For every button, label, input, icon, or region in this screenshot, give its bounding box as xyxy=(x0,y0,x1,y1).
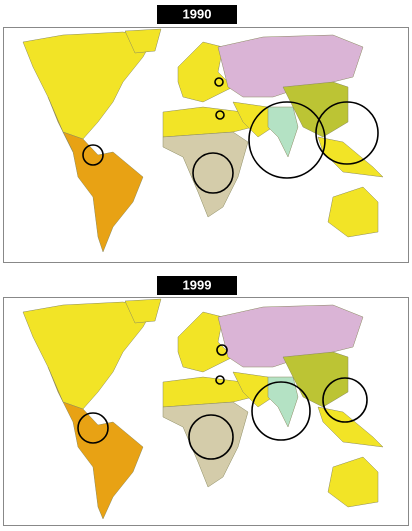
map xyxy=(22,28,384,253)
label-box xyxy=(157,276,237,295)
circle xyxy=(251,381,311,441)
panel-1999: 1999 xyxy=(3,276,409,526)
circle xyxy=(216,344,228,356)
circle xyxy=(322,377,368,423)
circle xyxy=(248,101,326,179)
circle xyxy=(82,144,104,166)
label-box xyxy=(157,5,237,24)
panel-label: 1999 xyxy=(183,277,212,292)
map xyxy=(22,298,384,520)
circle xyxy=(315,101,379,165)
circle xyxy=(77,412,109,444)
circle xyxy=(215,375,225,385)
panel-label: 1990 xyxy=(183,6,212,21)
circle xyxy=(192,152,234,194)
panel-1990: 1990 xyxy=(3,5,409,263)
circle xyxy=(214,77,224,87)
circle xyxy=(188,414,234,460)
circle xyxy=(215,110,225,120)
